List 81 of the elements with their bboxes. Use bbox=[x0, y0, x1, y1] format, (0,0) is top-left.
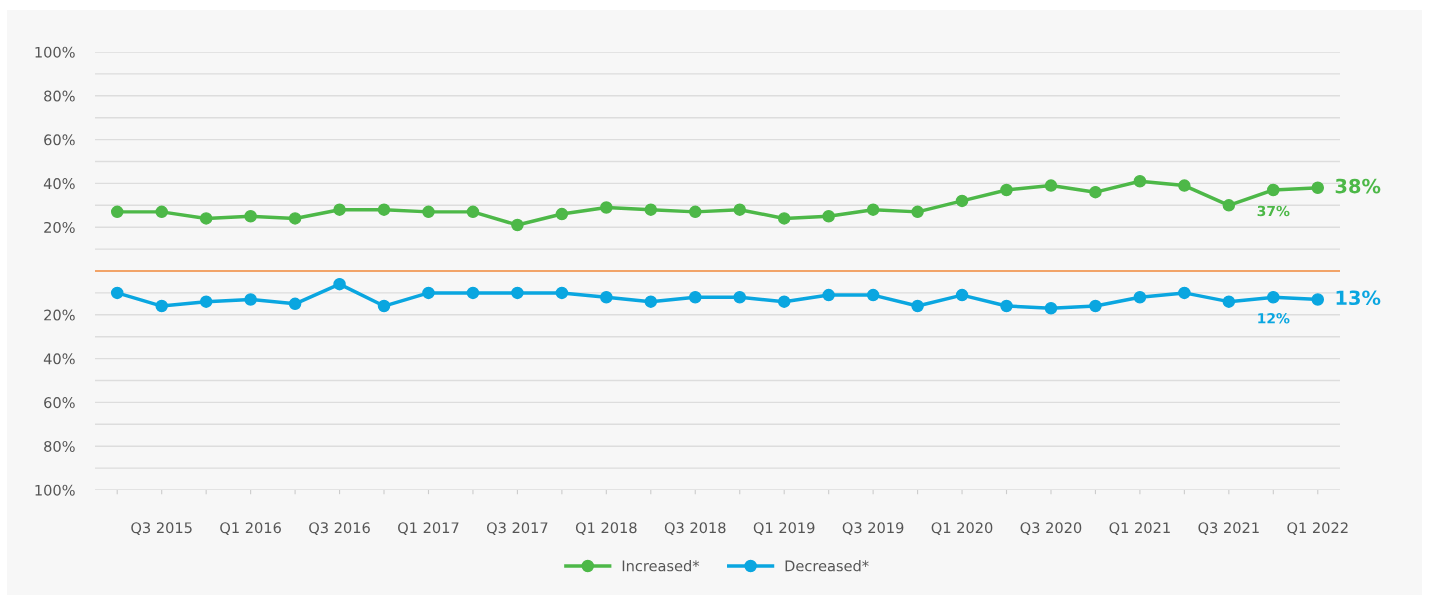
point bbox=[1222, 295, 1236, 308]
point bbox=[422, 286, 435, 300]
point bbox=[1089, 185, 1102, 199]
point bbox=[555, 207, 569, 221]
point bbox=[1311, 181, 1325, 195]
point bbox=[955, 194, 969, 208]
point bbox=[511, 286, 524, 300]
point bbox=[733, 291, 746, 304]
x-tick-label: Q3 2018 bbox=[664, 522, 726, 535]
x-tick-label: Q1 2017 bbox=[398, 522, 459, 535]
point bbox=[600, 291, 613, 304]
point bbox=[555, 286, 569, 300]
y-tick-label: 40% bbox=[43, 178, 75, 190]
point bbox=[288, 297, 302, 311]
point bbox=[1000, 183, 1013, 197]
point bbox=[1133, 174, 1147, 188]
point bbox=[689, 291, 702, 304]
y-tick-label: 100% bbox=[35, 46, 75, 58]
x-tick-label: Q1 2022 bbox=[1287, 522, 1348, 535]
x-tick-label: Q1 2016 bbox=[220, 522, 281, 535]
data-label: 12% bbox=[1258, 313, 1290, 324]
x-tick-label: Q1 2021 bbox=[1109, 522, 1170, 535]
legend-label: Decreased* bbox=[785, 560, 869, 572]
point bbox=[644, 295, 658, 308]
data-label: 37% bbox=[1257, 205, 1290, 217]
point bbox=[866, 288, 880, 302]
point bbox=[288, 212, 302, 225]
point bbox=[333, 203, 346, 216]
point bbox=[733, 203, 746, 216]
point bbox=[511, 218, 524, 232]
point bbox=[466, 205, 480, 219]
legend-label: Increased* bbox=[622, 560, 700, 572]
point bbox=[822, 288, 835, 302]
x-tick-label: Q3 2015 bbox=[131, 522, 192, 535]
point bbox=[689, 205, 702, 219]
point bbox=[777, 295, 791, 308]
x-tick-label: Q1 2020 bbox=[931, 522, 993, 535]
point bbox=[911, 205, 924, 219]
data-label: 13% bbox=[1336, 290, 1381, 306]
point bbox=[1267, 291, 1280, 304]
y-tick-label: 60% bbox=[44, 134, 75, 146]
x-tick-label: Q3 2019 bbox=[842, 522, 904, 535]
point bbox=[155, 299, 168, 313]
point bbox=[199, 295, 213, 308]
point bbox=[644, 203, 658, 216]
y-tick-label: 20% bbox=[44, 221, 75, 233]
point bbox=[1178, 179, 1191, 192]
y-tick-label: 80% bbox=[44, 90, 75, 102]
point bbox=[866, 203, 880, 216]
point bbox=[1044, 301, 1058, 315]
point bbox=[155, 205, 168, 219]
point bbox=[1311, 293, 1325, 306]
point bbox=[199, 212, 213, 225]
point bbox=[1222, 199, 1236, 212]
point bbox=[422, 205, 435, 219]
x-tick-label: Q3 2017 bbox=[486, 522, 548, 535]
point bbox=[110, 286, 124, 300]
point bbox=[600, 201, 613, 214]
point bbox=[1178, 286, 1191, 300]
point bbox=[911, 299, 924, 313]
point bbox=[377, 203, 391, 216]
x-tick-label: Q3 2020 bbox=[1020, 522, 1082, 535]
x-tick-label: Q1 2019 bbox=[753, 522, 815, 535]
point bbox=[1267, 183, 1280, 197]
x-tick-label: Q3 2016 bbox=[309, 522, 370, 535]
point bbox=[244, 209, 257, 223]
data-label: 38% bbox=[1335, 178, 1381, 194]
point bbox=[1000, 299, 1013, 313]
point bbox=[244, 293, 257, 306]
point bbox=[822, 209, 835, 223]
point bbox=[955, 288, 969, 302]
point bbox=[1133, 291, 1147, 304]
point bbox=[1044, 179, 1058, 192]
point bbox=[1089, 299, 1102, 313]
point bbox=[466, 286, 480, 300]
point bbox=[777, 212, 791, 225]
x-tick-label: Q1 2018 bbox=[575, 522, 637, 535]
x-tick-label: Q3 2021 bbox=[1198, 522, 1259, 535]
point bbox=[110, 205, 124, 219]
point bbox=[377, 299, 391, 313]
point bbox=[333, 277, 346, 291]
